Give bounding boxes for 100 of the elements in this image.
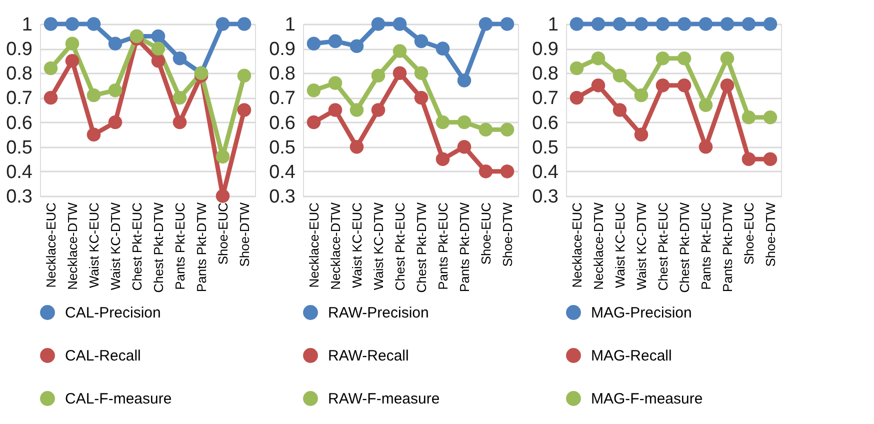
point	[612, 68, 627, 82]
y-tick-label: 0.8	[6, 64, 32, 85]
y-tick-label: 1	[22, 14, 32, 36]
x-tick-label: Waist KC-EUC	[349, 202, 364, 288]
y-tick-label: 0.8	[532, 64, 558, 85]
point	[216, 150, 230, 164]
point	[86, 88, 101, 102]
x-tick-label: Chest Pkt-EUC	[129, 202, 144, 291]
y-tick-label: 0.5	[532, 137, 558, 158]
x-tick-label: Waist KC-DTW	[108, 202, 123, 290]
point	[742, 110, 756, 124]
point	[677, 52, 692, 66]
y-tick-label: 0.9	[6, 39, 32, 60]
point	[763, 152, 778, 166]
x-tick-label: Shoe-DTW	[500, 202, 515, 267]
point	[306, 36, 321, 51]
point	[500, 164, 514, 178]
point	[457, 74, 472, 88]
y-tick-label: 0.4	[532, 162, 559, 183]
point	[371, 17, 386, 31]
point	[151, 29, 166, 44]
point	[65, 17, 80, 31]
point	[570, 17, 584, 31]
point	[350, 103, 364, 117]
point	[457, 140, 472, 154]
point	[414, 34, 428, 48]
x-tick-label: Pants Pkt-EUC	[698, 202, 714, 290]
x-tick-label: Necklace-EUC	[43, 202, 58, 288]
point	[108, 83, 122, 98]
y-tick-label: 0.5	[269, 137, 296, 158]
y-tick-label: 0.6	[269, 112, 296, 134]
x-tick-label: Necklace-DTW	[64, 202, 80, 290]
point	[414, 66, 428, 80]
point	[237, 17, 252, 31]
point	[763, 17, 778, 31]
point	[656, 17, 670, 31]
point	[742, 17, 756, 31]
point	[237, 68, 252, 82]
point	[216, 189, 230, 203]
x-tick-label: Chest Pkt-EUC	[655, 202, 670, 291]
x-tick-label: Pants Pkt-DTW	[194, 202, 209, 292]
x-tick-label: Pants Pkt-DTW	[720, 202, 735, 292]
point	[698, 140, 713, 154]
y-tick-label: 0.9	[269, 39, 296, 60]
point	[392, 44, 407, 58]
y-tick-label: 0.7	[6, 88, 32, 110]
x-tick-label: Shoe-DTW	[236, 202, 252, 267]
point	[44, 17, 58, 31]
x-tick-label: Necklace-EUC	[306, 202, 322, 288]
point	[436, 115, 450, 130]
point	[86, 128, 101, 142]
point	[216, 17, 230, 31]
x-tick-label: Chest Pkt-DTW	[150, 202, 166, 293]
point	[44, 90, 58, 105]
point	[720, 17, 734, 31]
point	[677, 17, 692, 31]
point	[698, 17, 713, 31]
y-tick-label: 0.9	[532, 39, 558, 60]
point	[677, 78, 692, 92]
x-tick-label: Pants Pkt-EUC	[172, 202, 188, 290]
legend-label: CAL-Recall	[65, 348, 141, 364]
point	[634, 17, 648, 31]
x-tick-label: Necklace-DTW	[328, 202, 343, 290]
point	[350, 39, 364, 53]
x-tick-label: Pants Pkt-EUC	[435, 202, 450, 290]
x-tick-label: Chest Pkt-DTW	[414, 202, 429, 293]
point	[763, 110, 778, 124]
x-tick-label: Waist KC-EUC	[86, 202, 102, 288]
point	[328, 34, 342, 48]
x-tick-label: Chest Pkt-EUC	[392, 202, 408, 291]
x-tick-label: Waist KC-DTW	[634, 202, 649, 290]
y-tick-label: 0.6	[532, 112, 558, 134]
point	[720, 78, 734, 92]
point	[108, 115, 122, 130]
x-tick-label: Shoe-DTW	[762, 202, 778, 267]
point	[436, 42, 450, 56]
x-tick-label: Necklace-DTW	[590, 202, 606, 290]
y-tick-label: 0.7	[532, 88, 558, 110]
y-tick-label: 0.6	[6, 112, 32, 134]
x-tick-label: Pants Pkt-DTW	[456, 202, 472, 292]
point	[306, 115, 321, 130]
point	[634, 88, 648, 102]
point	[478, 17, 493, 31]
y-tick-label: 0.3	[269, 186, 296, 208]
y-tick-label: 1	[284, 14, 296, 36]
point	[44, 61, 58, 76]
x-tick-label: Waist KC-EUC	[612, 202, 628, 288]
x-tick-label: Waist KC-DTW	[370, 202, 386, 290]
point	[436, 152, 450, 166]
x-tick-label: Shoe-EUC	[478, 202, 494, 265]
point	[306, 83, 321, 98]
y-tick-label: 0.3	[6, 186, 32, 208]
y-tick-label: 0.4	[269, 162, 296, 183]
point	[656, 52, 670, 66]
point	[392, 66, 407, 80]
point	[328, 76, 342, 90]
point	[65, 36, 80, 51]
y-tick-label: 0.4	[6, 162, 33, 183]
legend-label: RAW-Recall	[328, 348, 409, 364]
legend-label: MAG-Recall	[591, 348, 672, 364]
